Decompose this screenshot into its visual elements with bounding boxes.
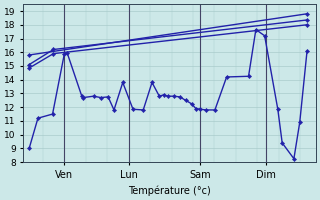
X-axis label: Température (°c): Température (°c) <box>128 185 211 196</box>
